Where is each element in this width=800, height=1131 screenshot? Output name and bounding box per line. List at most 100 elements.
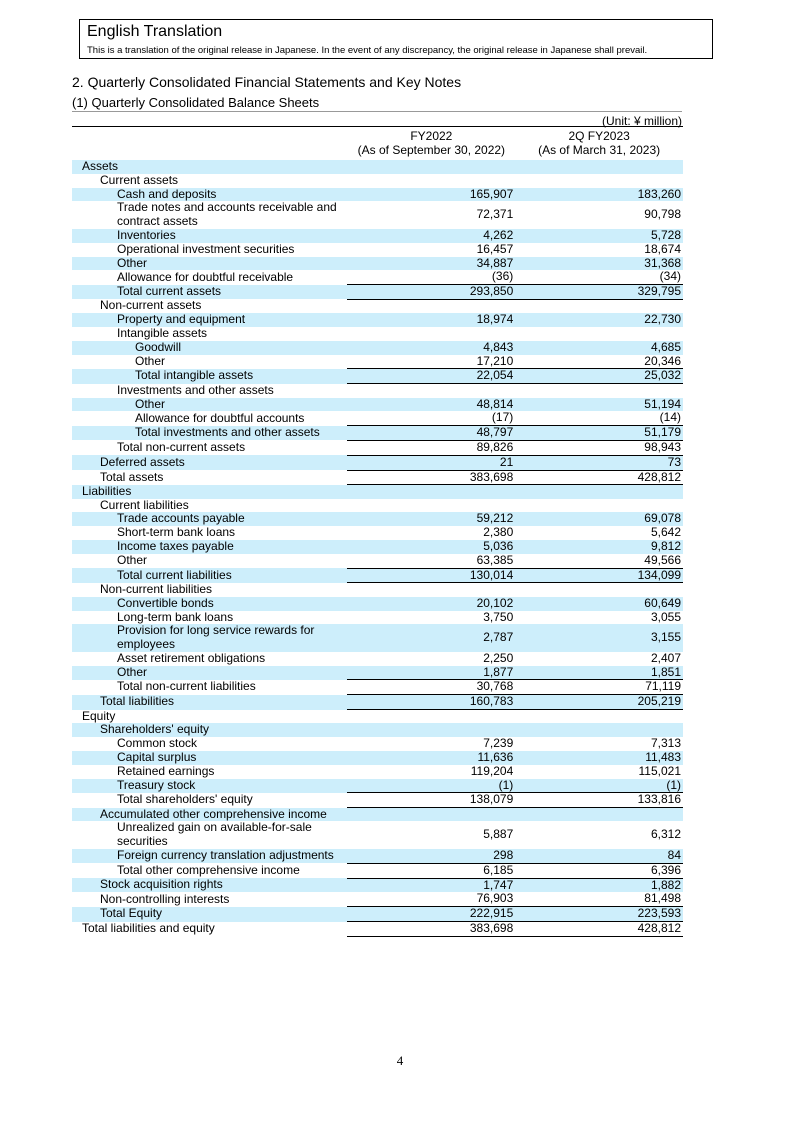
table-row: Capital surplus 11,636 11,483 — [72, 750, 683, 765]
value-fy2022 — [347, 807, 516, 822]
value-fy2022: 76,903 — [476, 891, 514, 906]
table-row: Total current liabilities 130,014 134,099 — [72, 567, 683, 584]
value-fy2022: 1,877 — [347, 665, 516, 680]
table-row: Total intangible assets 22,054 25,032 — [72, 368, 683, 384]
value-fy2022: 130,014 — [347, 567, 516, 584]
table-row: Goodwill 4,843 4,685 — [72, 340, 683, 355]
row-label: Convertible bonds — [72, 596, 348, 611]
notice-text: This is a translation of the original re… — [87, 45, 648, 56]
value-fy2022: 165,907 — [347, 187, 516, 202]
row-label: Property and equipment — [72, 312, 348, 328]
table-row: Total current assets 293,850 329,795 — [72, 284, 683, 300]
value-fy2022: 383,698 — [347, 469, 516, 486]
value-fy2022: (36) — [491, 269, 514, 284]
value-2q-fy2023: (34) — [659, 269, 681, 284]
value-2q-fy2023 — [515, 807, 683, 822]
table-row: Other 1,877 1,851 — [72, 665, 683, 680]
row-label: Total shareholders' equity — [117, 792, 253, 807]
balance-sheet-table: FY2022 (As of September 30, 2022) 2Q FY20… — [72, 126, 683, 937]
value-fy2022: 298 — [347, 848, 516, 864]
row-label: Foreign currency translation adjustments — [72, 848, 348, 864]
value-2q-fy2023: 51,194 — [515, 397, 683, 412]
row-label: Trade notes and accounts receivable and … — [117, 200, 337, 229]
table-row: Allowance for doubtful accounts (17) (14) — [72, 410, 683, 425]
value-2q-fy2023: 205,219 — [515, 694, 683, 711]
value-2q-fy2023: 223,593 — [515, 906, 683, 922]
value-2q-fy2023: 329,795 — [515, 284, 683, 300]
value-fy2022: 2,787 — [347, 624, 516, 652]
value-2q-fy2023: 18,674 — [644, 241, 681, 256]
value-2q-fy2023: 115,021 — [638, 763, 682, 778]
row-label: Other — [72, 397, 348, 412]
table-row: Shareholders' equity — [72, 723, 683, 738]
row-label: Long-term bank loans — [117, 609, 234, 624]
table-row: Cash and deposits 165,907 183,260 — [72, 187, 683, 202]
row-label: Short-term bank loans — [117, 525, 236, 540]
value-2q-fy2023 — [515, 174, 683, 188]
column-title: 2Q FY2023 — [568, 129, 630, 143]
value-2q-fy2023 — [515, 583, 683, 597]
table-row: Total non-current assets 89,826 98,943 — [72, 439, 683, 456]
value-fy2022: 222,915 — [347, 906, 516, 922]
value-fy2022 — [347, 383, 516, 398]
row-label: Allowance for doubtful receivable — [117, 269, 294, 284]
section-title: 2. Quarterly Consolidated Financial Stat… — [72, 74, 462, 90]
value-2q-fy2023: 6,312 — [650, 827, 681, 842]
row-label: Total assets — [100, 469, 164, 484]
value-2q-fy2023: 3,155 — [515, 624, 683, 652]
value-2q-fy2023: 428,812 — [515, 469, 683, 486]
value-fy2022: 1,747 — [347, 877, 516, 893]
subsection-title: (1) Quarterly Consolidated Balance Sheet… — [72, 95, 320, 110]
value-2q-fy2023: 1,851 — [515, 665, 683, 680]
table-row: Provision for long service rewards for e… — [72, 623, 683, 652]
row-label: Accumulated other comprehensive income — [72, 807, 348, 822]
value-fy2022: 21 — [347, 454, 516, 471]
value-fy2022: 48,814 — [347, 397, 516, 412]
value-fy2022 — [347, 174, 515, 188]
value-fy2022: 119,204 — [470, 763, 514, 778]
value-2q-fy2023: 60,649 — [515, 596, 683, 611]
table-row: Short-term bank loans 2,380 5,642 — [72, 525, 683, 540]
value-fy2022: 2,380 — [483, 525, 514, 540]
page-number: 4 — [396, 1053, 404, 1068]
row-label: Operational investment securities — [117, 241, 295, 256]
value-fy2022 — [347, 723, 516, 738]
value-fy2022: 160,783 — [347, 694, 516, 711]
value-2q-fy2023: 9,812 — [515, 539, 683, 554]
value-2q-fy2023 — [515, 723, 683, 738]
unit-label: (Unit: ¥ million) — [72, 111, 682, 128]
table-row: Total other comprehensive income 6,185 6,3… — [72, 862, 683, 879]
table-row: Assets — [72, 159, 683, 174]
table-row: Total investments and other assets 48,797… — [72, 425, 683, 441]
value-2q-fy2023: 71,119 — [515, 679, 683, 695]
table-header: FY2022 (As of September 30, 2022) 2Q FY20… — [72, 126, 683, 161]
table-row: Convertible bonds 20,102 60,649 — [72, 596, 683, 611]
table-row: Current assets — [72, 173, 683, 188]
value-2q-fy2023 — [515, 484, 683, 499]
table-row: Inventories 4,262 5,728 — [72, 228, 683, 243]
row-label: Assets — [72, 159, 348, 174]
table-row: Allowance for doubtful receivable (36) (34… — [72, 269, 683, 284]
row-label: Inventories — [72, 228, 348, 243]
row-label: Total current assets — [72, 284, 348, 300]
value-fy2022: 5,036 — [347, 539, 516, 554]
header-label — [72, 127, 347, 161]
value-fy2022 — [347, 499, 515, 513]
value-fy2022: (17) — [491, 410, 514, 425]
value-fy2022 — [347, 327, 515, 341]
value-fy2022 — [347, 298, 516, 314]
value-2q-fy2023: 81,498 — [644, 891, 681, 906]
table-row: Total liabilities 160,783 205,219 — [72, 694, 683, 711]
row-label: Total Equity — [72, 906, 348, 922]
value-fy2022: 34,887 — [347, 256, 516, 271]
value-fy2022: 4,843 — [347, 340, 516, 355]
table-row: Non-controlling interests 76,903 81,498 — [72, 891, 683, 906]
value-fy2022: 17,210 — [476, 353, 514, 368]
value-2q-fy2023: 428,812 — [515, 921, 683, 937]
value-fy2022: 2,250 — [483, 650, 514, 665]
row-label: Non-current liabilities — [100, 581, 213, 596]
table-row: Equity — [72, 709, 683, 724]
row-label: Stock acquisition rights — [72, 877, 348, 893]
table-row: Other 17,210 20,346 — [72, 353, 683, 369]
row-label: Capital surplus — [72, 750, 348, 765]
